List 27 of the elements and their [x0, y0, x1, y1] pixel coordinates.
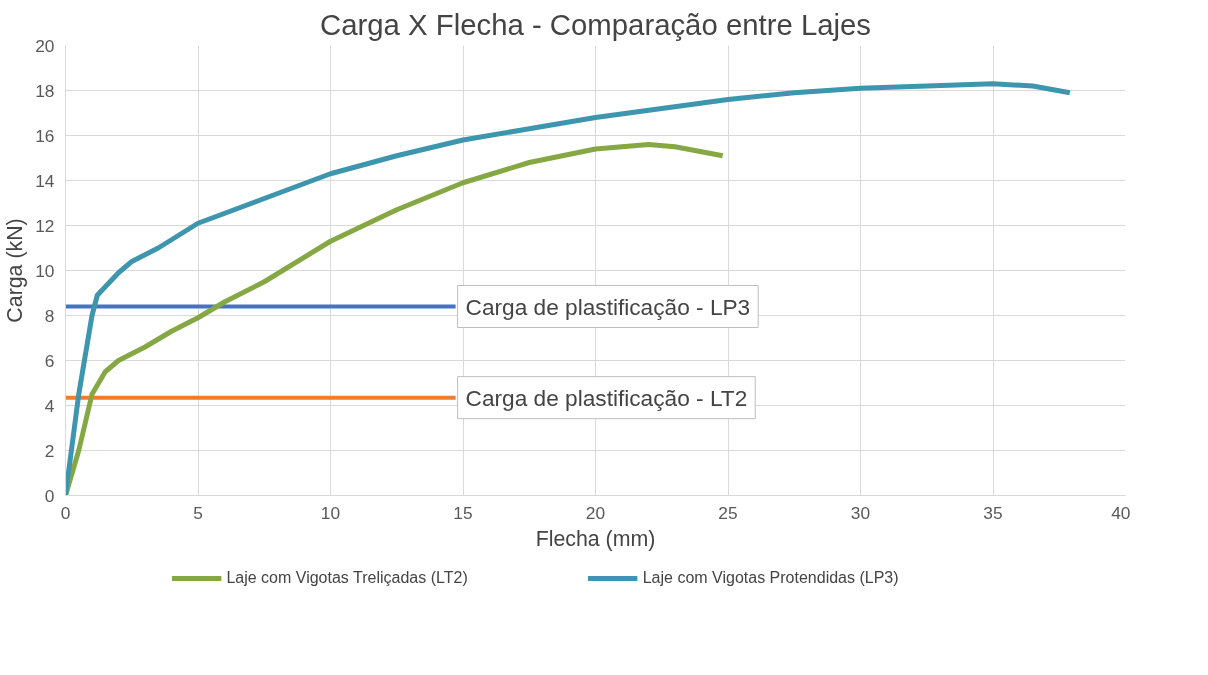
ref-line-label: Carga de plastificação - LP3: [465, 293, 751, 320]
x-tick-label: 35: [983, 502, 1003, 523]
y-axis-title: Carga (kN): [3, 218, 28, 323]
x-tick-label: 25: [718, 502, 738, 523]
y-tick-label: 0: [44, 485, 55, 506]
y-tick-label: 4: [44, 395, 55, 416]
x-tick-label: 20: [585, 502, 606, 523]
x-tick-label: 0: [60, 502, 71, 523]
y-tick-label: 14: [35, 170, 55, 191]
y-tick-label: 8: [44, 305, 55, 326]
x-tick-label: 5: [193, 502, 203, 523]
y-tick-label: 16: [35, 125, 55, 146]
ref-line-label: Carga de plastificação - LT2: [465, 384, 748, 411]
x-tick-label: 40: [1111, 502, 1131, 523]
chart-title: Carga X Flecha - Comparação entre Lajes: [320, 7, 871, 41]
y-tick-label: 2: [44, 440, 55, 461]
x-axis-title: Flecha (mm): [535, 526, 656, 551]
y-tick-label: 12: [35, 215, 55, 236]
y-tick-label: 6: [44, 350, 55, 371]
x-tick-label: 10: [320, 502, 341, 523]
y-tick-label: 20: [35, 35, 55, 56]
y-tick-label: 18: [35, 80, 55, 101]
legend-label: Laje com Vigotas Protendidas (LP3): [642, 569, 899, 587]
y-tick-label: 10: [35, 260, 55, 281]
x-tick-label: 30: [850, 502, 871, 523]
x-tick-label: 15: [453, 502, 473, 523]
legend-label: Laje com Vigotas Treliçadas (LT2): [226, 569, 468, 587]
